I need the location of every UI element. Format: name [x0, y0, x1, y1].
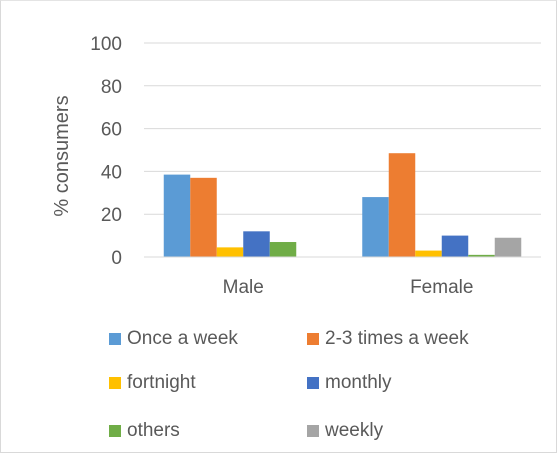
legend-label: fortnight: [127, 372, 196, 393]
bar-female-4: [468, 254, 495, 257]
legend-label: Once a week: [127, 328, 238, 349]
y-tick-label: 80: [101, 77, 122, 98]
y-tick-label: 60: [101, 120, 122, 141]
legend-item: monthly: [307, 371, 392, 395]
legend-swatch: [109, 377, 121, 389]
bar-female-3: [441, 235, 469, 257]
legend-swatch: [109, 425, 121, 437]
legend-label: others: [127, 420, 180, 441]
legend-item: others: [109, 419, 180, 443]
bar-male-3: [243, 231, 270, 257]
bar-female-5: [494, 237, 522, 257]
y-axis-label: % consumers: [51, 95, 73, 216]
y-tick-label: 40: [101, 162, 122, 183]
bar-female-0: [362, 197, 389, 257]
bar-male-2: [216, 247, 244, 257]
legend-swatch: [307, 333, 319, 345]
bar-male-0: [163, 174, 191, 257]
y-tick-label: 100: [90, 34, 122, 55]
legend-swatch: [109, 333, 121, 345]
bar-female-1: [388, 153, 416, 257]
legend-label: monthly: [325, 372, 392, 393]
gridlines: [144, 42, 541, 215]
bar-male-4: [269, 242, 297, 257]
x-axis-ticks: Male Female: [223, 277, 474, 298]
legend-swatch: [307, 425, 319, 437]
y-tick-label: 0: [111, 248, 122, 269]
bar-female-2: [415, 250, 442, 257]
y-axis-ticks: 0 20 40 60 80 100: [90, 34, 122, 269]
bar-male-1: [190, 177, 217, 257]
legend-item: 2-3 times a week: [307, 327, 469, 351]
legend-item: fortnight: [109, 371, 196, 395]
legend-label: weekly: [325, 420, 384, 441]
legend-item: Once a week: [109, 327, 238, 351]
bars: [163, 153, 522, 257]
legend-swatch: [307, 377, 319, 389]
legend-label: 2-3 times a week: [325, 328, 469, 349]
y-tick-label: 20: [101, 205, 122, 226]
x-tick-label: Female: [410, 277, 473, 298]
legend-item: weekly: [307, 419, 383, 443]
x-tick-label: Male: [223, 277, 264, 298]
